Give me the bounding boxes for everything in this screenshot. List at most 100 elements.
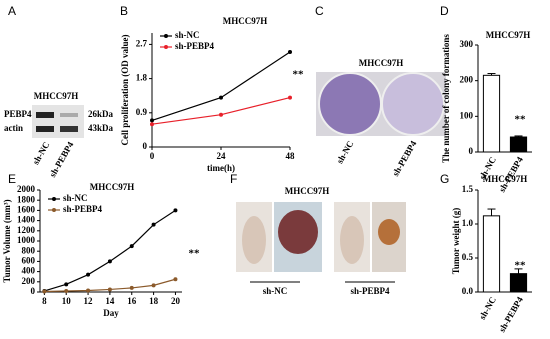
blot-size: 43kDa: [88, 123, 114, 133]
lane-label: sh-NC: [31, 140, 52, 166]
marker: [150, 122, 154, 127]
y-tick-label: 400: [22, 266, 36, 276]
annotation: **: [515, 260, 527, 272]
marker: [107, 287, 112, 292]
lane-label: sh-PEBP4: [47, 140, 75, 179]
image-title: MHCC97H: [285, 186, 330, 196]
legend-marker: [164, 45, 168, 49]
y-axis-label: Tumor weight (g): [451, 208, 461, 275]
image-title: MHCC97H: [359, 58, 404, 68]
marker: [107, 259, 112, 264]
blot-size: 26kDa: [88, 109, 114, 119]
x-tick-label: 10: [62, 296, 72, 306]
x-axis-label: time(h): [207, 163, 235, 173]
group-label: sh-NC: [263, 286, 288, 296]
y-tick-label: 1.8: [136, 73, 148, 83]
y-axis-label: Tumor Volume (mm³): [2, 199, 12, 282]
y-tick-label: 1200: [17, 225, 36, 235]
y-tick-label: 0: [469, 146, 474, 156]
y-tick-label: 0.9: [136, 107, 148, 117]
x-tick-label: 0: [150, 151, 155, 161]
panel-label: G: [440, 172, 449, 186]
x-tick-label: 12: [84, 296, 94, 306]
marker: [173, 277, 178, 282]
y-tick-label: 800: [22, 245, 36, 255]
marker: [64, 282, 69, 287]
band: [36, 126, 54, 132]
legend-marker: [52, 197, 56, 201]
y-tick-label: 600: [22, 255, 36, 265]
panel-label: D: [440, 4, 449, 18]
panel-label: A: [8, 4, 16, 18]
x-tick-label: 16: [127, 296, 137, 306]
annotation: **: [515, 114, 527, 126]
y-tick-label: 1600: [17, 204, 36, 214]
panel-label: B: [120, 4, 128, 18]
marker: [288, 50, 292, 54]
panel-label: C: [315, 4, 324, 18]
line: [151, 51, 291, 121]
marker: [151, 283, 156, 288]
marker: [42, 289, 47, 294]
bar: [482, 215, 501, 293]
y-tick-label: 0: [143, 141, 148, 151]
annotation: **: [189, 248, 201, 260]
band: [36, 112, 54, 118]
annotation: **: [293, 69, 305, 81]
y-tick-label: 1.5: [462, 184, 474, 194]
y-tick-label: 2000: [17, 184, 36, 194]
x-tick-label: 48: [286, 151, 296, 161]
blot: [32, 105, 84, 138]
legend-label: sh-NC: [63, 193, 88, 203]
x-tick-label: 18: [149, 296, 159, 306]
chart-title: MHCC97H: [223, 16, 268, 26]
marker: [288, 95, 292, 100]
mouse: [242, 216, 266, 264]
marker: [219, 112, 223, 117]
y-tick-label: 0: [31, 286, 36, 296]
bar: [482, 74, 501, 153]
marker: [129, 244, 134, 249]
legend-label: sh-PEBP4: [63, 204, 103, 214]
marker: [219, 95, 223, 100]
line: [151, 97, 291, 125]
tumor: [278, 210, 318, 254]
legend-marker: [164, 34, 168, 38]
marker: [150, 118, 154, 123]
dish: [318, 72, 382, 136]
y-tick-label: 2.7: [136, 38, 148, 48]
chart-title: MHCC97H: [483, 174, 528, 184]
marker: [86, 288, 91, 293]
marker: [86, 272, 91, 277]
x-tick-label: sh-PEBP4: [497, 295, 525, 334]
x-tick-label: 20: [171, 296, 181, 306]
x-tick-label: 24: [217, 151, 227, 161]
marker: [129, 285, 134, 290]
blot-title: MHCC97H: [34, 91, 79, 101]
legend-label: sh-PEBP4: [175, 41, 215, 51]
band: [60, 126, 78, 132]
y-tick-label: 0.0: [462, 286, 474, 296]
legend-label: sh-NC: [175, 30, 200, 40]
x-tick-label: sh-NC: [477, 295, 498, 321]
group-label: sh-PEBP4: [350, 286, 390, 296]
y-tick-label: 1000: [17, 235, 36, 245]
marker: [173, 208, 178, 213]
y-tick-label: 1.0: [462, 218, 474, 228]
mouse: [340, 216, 364, 264]
y-axis-label: The number of colony formations: [441, 34, 451, 163]
y-tick-label: 300: [460, 39, 474, 49]
y-tick-label: 0.5: [462, 252, 474, 262]
y-tick-label: 200: [22, 276, 36, 286]
band: [60, 113, 78, 117]
blot-row: PEBP4: [4, 109, 32, 119]
x-tick-label: 8: [42, 296, 47, 306]
lane-label: sh-NC: [335, 139, 356, 165]
y-tick-label: 100: [460, 110, 474, 120]
marker: [151, 222, 156, 227]
panel-label: E: [8, 172, 16, 186]
y-tick-label: 1400: [17, 215, 36, 225]
chart-title: MHCC97H: [90, 182, 135, 192]
